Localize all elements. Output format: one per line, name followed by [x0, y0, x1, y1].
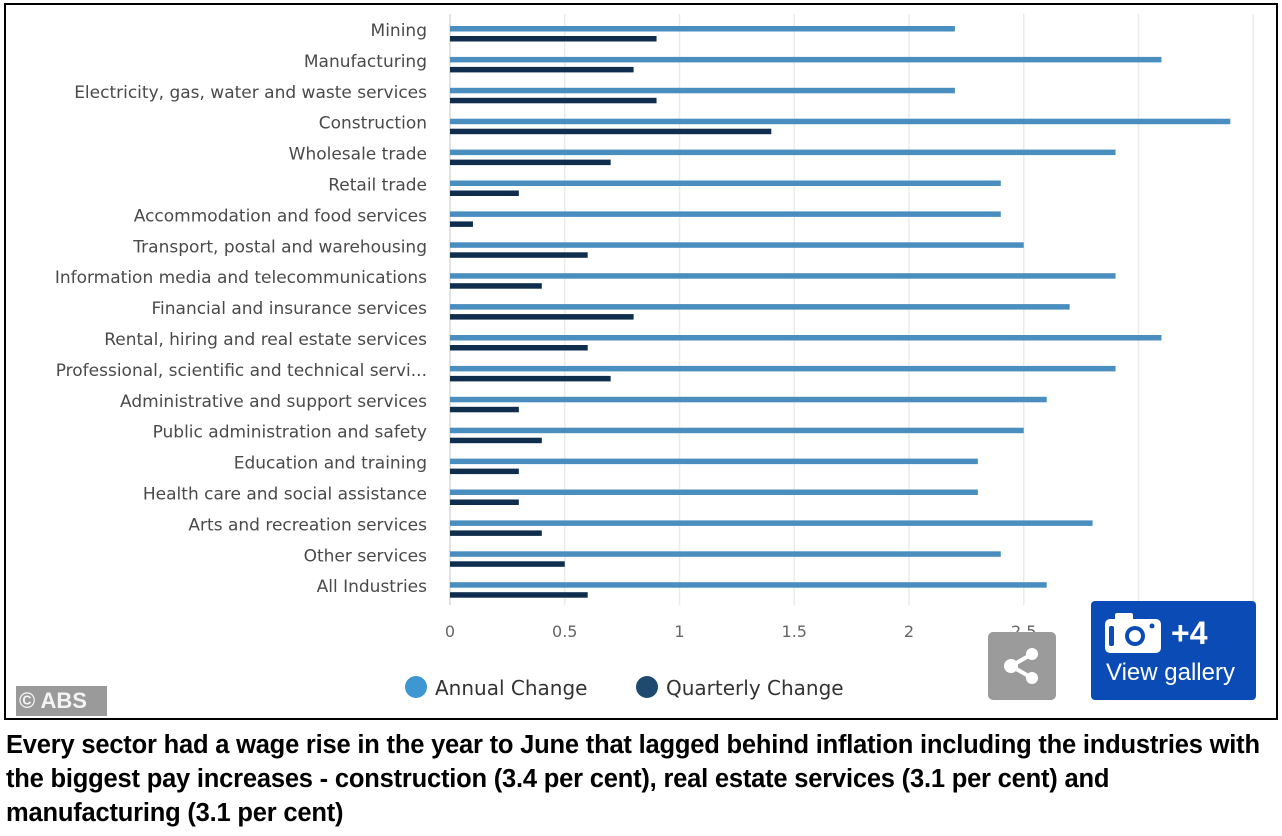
gallery-top-row: +4 — [1105, 613, 1207, 653]
annual-change-bar — [450, 365, 1116, 372]
annual-change-bar — [450, 396, 1047, 403]
category-label: Manufacturing — [304, 52, 427, 72]
category-label: Arts and recreation services — [188, 515, 427, 535]
legend-annual-label: Annual Change — [435, 676, 587, 700]
share-button[interactable] — [988, 632, 1056, 700]
bar-chart: Mining Manufacturing Electricity, gas, wat… — [55, 14, 1254, 700]
quarterly-change-bar — [450, 159, 611, 166]
quarterly-change-bar — [450, 36, 657, 42]
annual-change-bar — [450, 273, 1116, 279]
quarterly-change-bar — [450, 499, 519, 505]
annual-change-bar — [450, 335, 1162, 341]
category-label: Other services — [304, 546, 428, 566]
annual-change-bar — [450, 149, 1116, 156]
quarterly-change-bar — [450, 314, 634, 320]
x-tick-label: 2 — [904, 622, 914, 641]
quarterly-change-bar — [450, 221, 473, 227]
image-caption: Every sector had a wage rise in the year… — [6, 731, 1260, 827]
category-labels: Mining Manufacturing Electricity, gas, wat… — [55, 21, 427, 597]
category-label: Electricity, gas, water and waste servic… — [74, 83, 427, 103]
quarterly-change-bar — [450, 66, 634, 73]
annual-change-bar — [450, 242, 1024, 248]
quarterly-change-bar — [450, 283, 542, 289]
x-tick-label: 1 — [674, 622, 684, 641]
credit-badge: © ABS — [16, 686, 107, 716]
x-tick-label: 1.5 — [782, 622, 807, 641]
annual-change-bar — [450, 520, 1093, 526]
gallery-count: +4 — [1171, 614, 1208, 651]
quarterly-change-bar — [450, 530, 542, 536]
annual-change-bar — [450, 582, 1047, 588]
quarterly-change-bar — [450, 128, 772, 135]
quarterly-change-bar — [450, 345, 588, 351]
category-label: All Industries — [317, 577, 428, 597]
annual-change-bar — [450, 87, 955, 94]
quarterly-change-bar — [450, 252, 588, 258]
annual-change-bar — [450, 56, 1162, 63]
category-label: Financial and insurance services — [151, 299, 427, 319]
x-tick-label: 0.5 — [552, 622, 577, 641]
x-axis-ticks: 00.511.522.5 — [445, 622, 1037, 641]
category-label: Information media and telecommunications — [55, 268, 427, 288]
quarterly-change-bar — [450, 375, 611, 382]
category-label: Accommodation and food services — [134, 206, 427, 226]
category-label: Public administration and safety — [153, 423, 427, 443]
category-label: Construction — [319, 114, 427, 134]
x-tick-label: 0 — [445, 622, 455, 641]
bars — [450, 26, 1231, 598]
legend-annual-swatch — [405, 676, 427, 698]
quarterly-change-bar — [450, 561, 565, 567]
category-label: Administrative and support services — [120, 392, 427, 412]
category-label: Wholesale trade — [289, 145, 427, 165]
category-label: Retail trade — [328, 176, 427, 196]
category-label: Mining — [371, 21, 427, 41]
camera-icon — [1105, 613, 1161, 653]
annual-change-bar — [450, 458, 978, 465]
share-icon — [1004, 648, 1038, 684]
quarterly-change-bar — [450, 190, 519, 196]
legend-quarterly-label: Quarterly Change — [666, 676, 844, 700]
annual-change-bar — [450, 427, 1024, 434]
annual-change-bar — [450, 180, 1001, 186]
quarterly-change-bar — [450, 592, 588, 598]
legend: Annual Change Quarterly Change — [405, 676, 844, 700]
annual-change-bar — [450, 489, 978, 495]
quarterly-change-bar — [450, 468, 519, 475]
quarterly-change-bar — [450, 437, 542, 444]
annual-change-bar — [450, 211, 1001, 217]
quarterly-change-bar — [450, 406, 519, 413]
quarterly-change-bar — [450, 97, 657, 104]
annual-change-bar — [450, 26, 955, 32]
category-label: Health care and social assistance — [143, 485, 427, 505]
category-label: Professional, scientific and technical s… — [56, 361, 427, 381]
annual-change-bar — [450, 304, 1070, 310]
annual-change-bar — [450, 118, 1231, 125]
gallery-label: View gallery — [1106, 659, 1235, 686]
category-label: Rental, hiring and real estate services — [104, 330, 427, 350]
category-label: Education and training — [234, 454, 427, 474]
annual-change-bar — [450, 551, 1001, 557]
view-gallery-button[interactable]: +4 View gallery — [1091, 601, 1256, 700]
legend-quarterly-swatch — [636, 676, 658, 698]
category-label: Transport, postal and warehousing — [132, 237, 427, 257]
